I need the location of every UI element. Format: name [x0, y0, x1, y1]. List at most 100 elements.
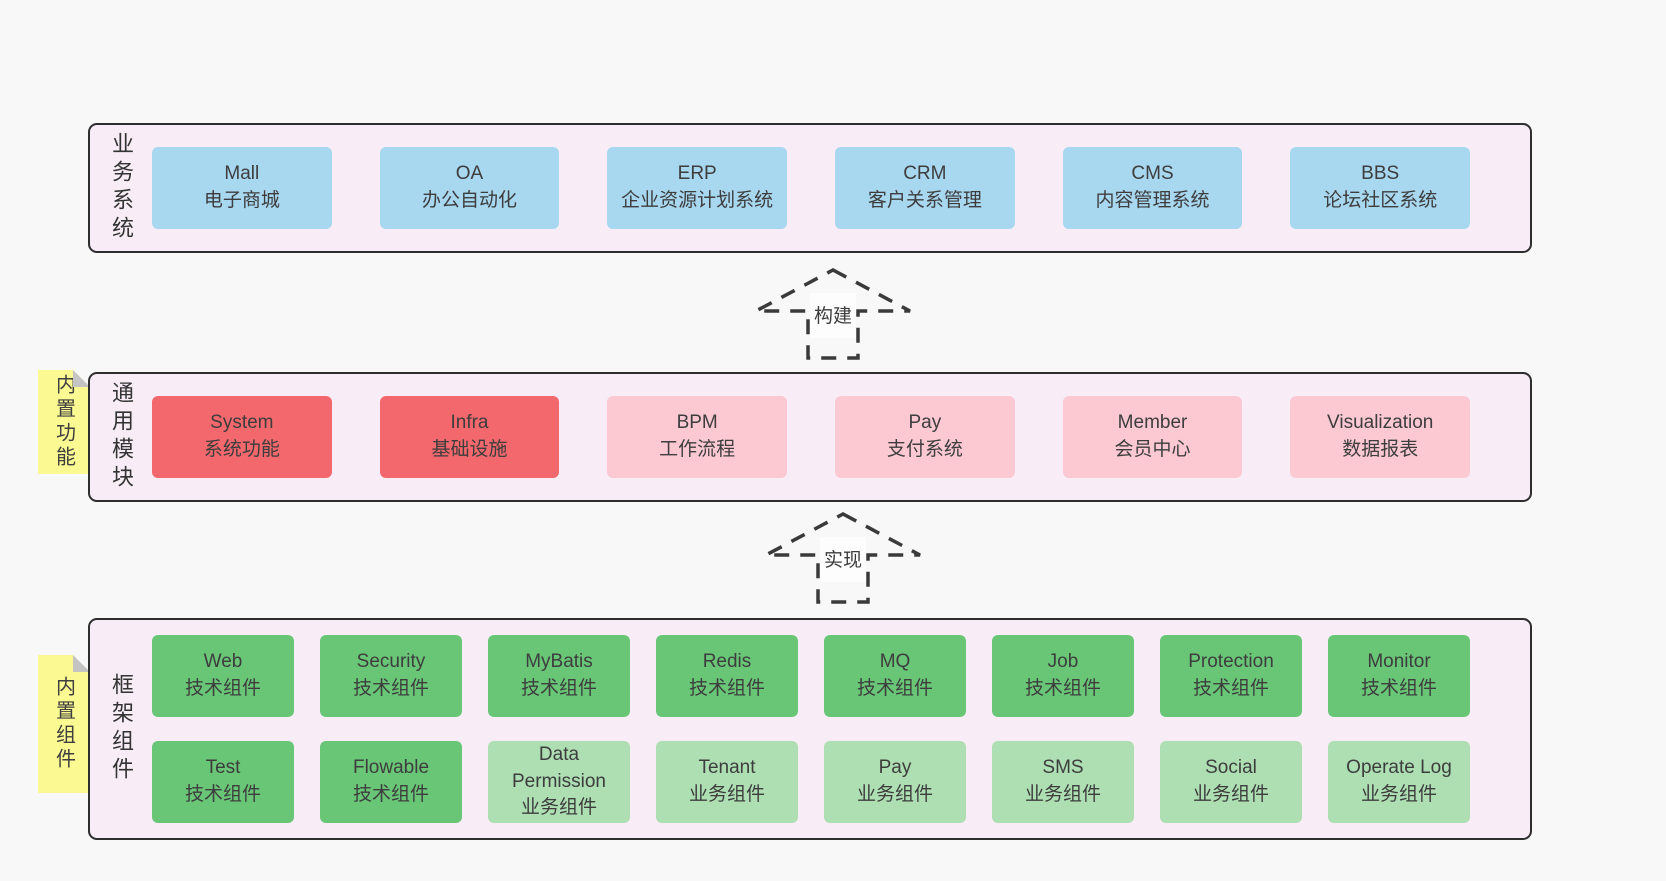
builtin-features-sticky-text: 内置功能: [52, 374, 75, 470]
box-mybatis-desc: 技术组件: [520, 678, 597, 699]
business-panel-label-text: 业务系统: [109, 132, 134, 244]
framework-box-grid: Web 技术组件 Security 技术组件 MyBatis 技术组件 Redi…: [152, 620, 1530, 838]
box-security-name: Security: [356, 651, 426, 673]
box-pay-module-name: Pay: [908, 412, 942, 434]
box-oa: OA 办公自动化: [379, 147, 560, 229]
box-monitor: Monitor 技术组件: [1328, 635, 1470, 717]
box-pay-component-desc: 业务组件: [856, 784, 933, 805]
framework-panel-label: 框架组件: [90, 620, 152, 838]
box-operate-log-desc: 业务组件: [1360, 784, 1437, 805]
box-sms-name: SMS: [1042, 757, 1084, 779]
box-erp-name: ERP: [677, 163, 717, 185]
box-erp-desc: 企业资源计划系统: [621, 190, 774, 211]
box-member-desc: 会员中心: [1114, 439, 1191, 460]
box-data-permission-name: Data Permission: [512, 743, 606, 792]
box-social-name: Social: [1205, 757, 1257, 779]
box-tenant-name: Tenant: [698, 757, 756, 779]
builtin-components-sticky-text: 内置组件: [52, 676, 75, 772]
implement-arrow-label: 实现: [819, 537, 867, 582]
box-flowable: Flowable 技术组件: [320, 741, 462, 823]
box-web: Web 技术组件: [152, 635, 294, 717]
box-job: Job 技术组件: [992, 635, 1134, 717]
box-system-name: System: [210, 412, 274, 434]
box-data-permission-desc: 业务组件: [520, 797, 597, 819]
box-sms: SMS 业务组件: [992, 741, 1134, 823]
box-web-desc: 技术组件: [184, 678, 261, 699]
box-pay-module: Pay 支付系统: [835, 396, 1015, 478]
box-mall: Mall 电子商城: [152, 147, 332, 229]
box-infra-desc: 基础设施: [431, 439, 508, 460]
box-bbs-name: BBS: [1361, 163, 1400, 185]
box-pay-component: Pay 业务组件: [824, 741, 966, 823]
builtin-components-sticky-note: 内置组件: [38, 655, 90, 793]
box-mq: MQ 技术组件: [824, 635, 966, 717]
build-arrow-label: 构建: [809, 293, 857, 338]
box-bbs-desc: 论坛社区系统: [1323, 190, 1438, 211]
business-panel-label: 业务系统: [90, 125, 152, 251]
framework-components-panel: 框架组件 Web 技术组件 Security 技术组件 MyBatis 技术组件…: [88, 618, 1532, 840]
box-flowable-desc: 技术组件: [352, 784, 429, 805]
box-sms-desc: 业务组件: [1024, 784, 1101, 805]
box-crm: CRM 客户关系管理: [835, 147, 1015, 229]
common-modules-panel: 通用模块 System 系统功能 Infra 基础设施 BPM 工作流程 Pay…: [88, 372, 1532, 502]
box-mq-name: MQ: [879, 651, 911, 673]
build-arrow-icon: 构建: [753, 266, 913, 362]
box-infra: Infra 基础设施: [379, 396, 560, 478]
box-security-desc: 技术组件: [352, 678, 429, 699]
business-box-row: Mall 电子商城 OA 办公自动化 ERP 企业资源计划系统 CRM 客户关系…: [152, 125, 1530, 251]
box-member: Member 会员中心: [1062, 396, 1243, 478]
box-cms-name: CMS: [1131, 163, 1174, 185]
box-mall-name: Mall: [224, 163, 260, 185]
common-panel-label: 通用模块: [90, 374, 152, 500]
box-oa-desc: 办公自动化: [422, 190, 518, 211]
box-test-desc: 技术组件: [184, 784, 261, 805]
box-visualization-desc: 数据报表: [1342, 439, 1419, 460]
box-operate-log-name: Operate Log: [1346, 757, 1452, 779]
box-visualization-name: Visualization: [1327, 412, 1434, 434]
box-redis-desc: 技术组件: [688, 678, 765, 699]
framework-panel-label-text: 框架组件: [109, 673, 134, 785]
box-mybatis: MyBatis 技术组件: [488, 635, 630, 717]
box-bpm: BPM 工作流程: [607, 396, 788, 478]
box-mybatis-name: MyBatis: [525, 651, 593, 673]
box-cms-desc: 内容管理系统: [1095, 190, 1210, 211]
box-bpm-desc: 工作流程: [659, 439, 736, 460]
box-social-desc: 业务组件: [1192, 784, 1269, 805]
box-redis: Redis 技术组件: [656, 635, 798, 717]
box-mq-desc: 技术组件: [856, 678, 933, 699]
box-security: Security 技术组件: [320, 635, 462, 717]
box-monitor-name: Monitor: [1367, 651, 1431, 673]
implement-arrow-icon: 实现: [763, 510, 923, 606]
box-protection: Protection 技术组件: [1160, 635, 1302, 717]
box-member-name: Member: [1117, 412, 1188, 434]
box-system-desc: 系统功能: [203, 439, 280, 460]
box-tenant: Tenant 业务组件: [656, 741, 798, 823]
builtin-features-sticky-note: 内置功能: [38, 370, 90, 474]
box-mall-desc: 电子商城: [203, 190, 280, 211]
box-infra-name: Infra: [450, 412, 489, 434]
box-redis-name: Redis: [702, 651, 752, 673]
common-panel-label-text: 通用模块: [109, 381, 134, 493]
box-job-desc: 技术组件: [1024, 678, 1101, 699]
common-box-row: System 系统功能 Infra 基础设施 BPM 工作流程 Pay 支付系统…: [152, 374, 1530, 500]
box-crm-desc: 客户关系管理: [867, 190, 982, 211]
box-visualization: Visualization 数据报表: [1290, 396, 1471, 478]
box-test: Test 技术组件: [152, 741, 294, 823]
box-erp: ERP 企业资源计划系统: [607, 147, 788, 229]
box-social: Social 业务组件: [1160, 741, 1302, 823]
business-systems-panel: 业务系统 Mall 电子商城 OA 办公自动化 ERP 企业资源计划系统 CRM…: [88, 123, 1532, 253]
box-bpm-name: BPM: [676, 412, 718, 434]
box-protection-name: Protection: [1188, 651, 1274, 673]
box-flowable-name: Flowable: [352, 757, 430, 779]
box-pay-component-name: Pay: [878, 757, 912, 779]
box-tenant-desc: 业务组件: [688, 784, 765, 805]
box-crm-name: CRM: [903, 163, 947, 185]
box-web-name: Web: [203, 651, 243, 673]
box-job-name: Job: [1047, 651, 1079, 673]
box-system: System 系统功能: [152, 396, 332, 478]
box-protection-desc: 技术组件: [1192, 678, 1269, 699]
box-monitor-desc: 技术组件: [1360, 678, 1437, 699]
box-bbs: BBS 论坛社区系统: [1290, 147, 1471, 229]
box-pay-module-desc: 支付系统: [886, 439, 963, 460]
box-operate-log: Operate Log 业务组件: [1328, 741, 1470, 823]
